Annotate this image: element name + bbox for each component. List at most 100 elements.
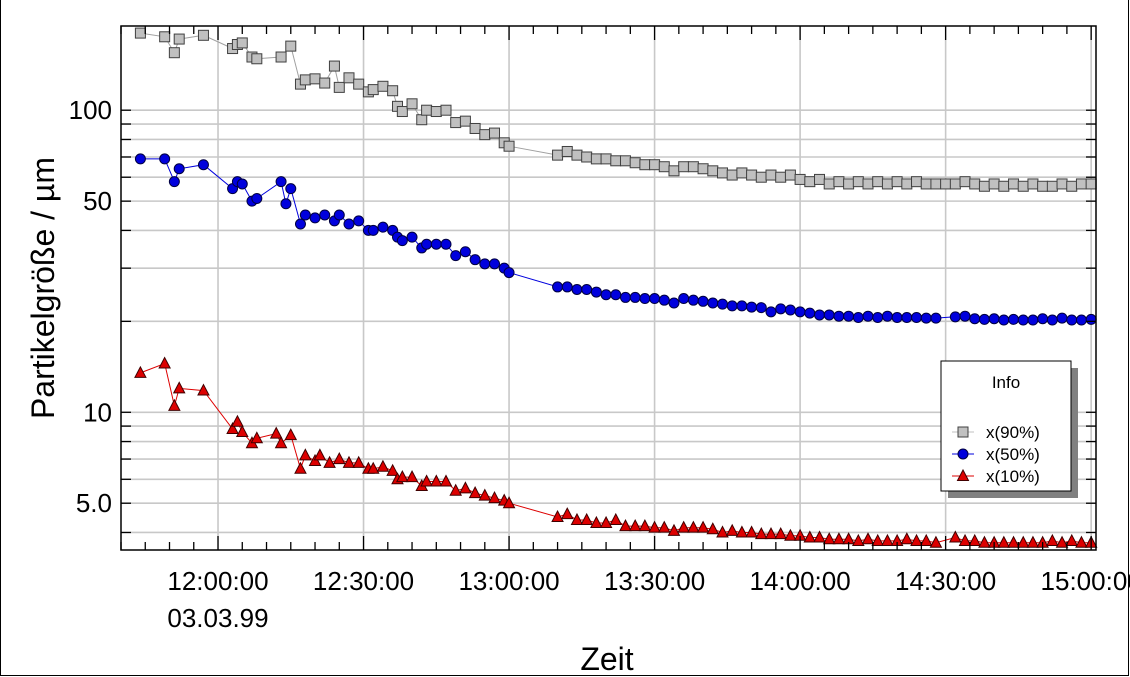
legend-label-2: x(10%) <box>986 467 1040 486</box>
data-point-circle-72 <box>872 311 884 323</box>
data-point-square-70 <box>862 178 874 190</box>
data-point-square-83 <box>988 178 1000 190</box>
legend-marker-2 <box>956 468 970 481</box>
data-point-circle-16 <box>319 209 331 221</box>
data-point-triangle-30 <box>429 474 443 487</box>
data-point-circle-52 <box>678 293 690 305</box>
data-point-triangle-48 <box>638 519 652 532</box>
data-point-triangle-33 <box>459 481 472 494</box>
data-point-square-78 <box>940 178 952 190</box>
data-point-square-18 <box>343 72 355 84</box>
data-point-triangle-11 <box>274 436 288 449</box>
data-point-square-39 <box>561 145 573 157</box>
data-point-square-92 <box>1075 178 1087 190</box>
data-point-square-38 <box>552 149 564 161</box>
data-point-circle-36 <box>489 258 501 270</box>
data-point-circle-31 <box>440 238 452 250</box>
data-point-circle-81 <box>969 313 981 325</box>
data-point-square-61 <box>775 171 787 183</box>
data-point-triangle-76 <box>910 533 923 546</box>
data-point-square-44 <box>610 155 622 167</box>
data-point-circle-89 <box>1046 314 1058 326</box>
data-point-triangle-90 <box>1055 535 1069 548</box>
data-point-circle-14 <box>299 209 311 221</box>
data-point-square-75 <box>911 176 923 188</box>
data-point-circle-62 <box>775 303 787 315</box>
data-point-circle-42 <box>581 283 593 295</box>
data-point-triangle-45 <box>609 512 623 525</box>
data-point-triangle-51 <box>667 523 681 536</box>
data-point-square-56 <box>726 169 738 181</box>
data-point-square-68 <box>843 178 855 190</box>
data-point-triangle-4 <box>197 383 210 396</box>
data-point-circle-63 <box>784 304 796 316</box>
data-point-square-34 <box>479 129 491 141</box>
data-point-circle-65 <box>804 307 816 319</box>
data-point-circle-56 <box>716 298 728 310</box>
data-point-triangle-22 <box>366 461 380 474</box>
data-point-square-11 <box>285 40 297 52</box>
data-point-square-67 <box>833 176 845 188</box>
data-point-triangle-36 <box>488 490 501 504</box>
y-tick-label-3: 5.0 <box>76 488 112 518</box>
data-point-square-23 <box>387 85 399 97</box>
data-point-square-4 <box>197 29 209 41</box>
plot-background <box>121 26 1096 550</box>
data-point-triangle-71 <box>861 532 875 545</box>
data-point-circle-88 <box>1037 313 1049 325</box>
data-point-circle-15 <box>309 212 321 224</box>
legend-title: Info <box>992 373 1020 392</box>
data-point-triangle-91 <box>1065 533 1079 546</box>
data-point-triangle-16 <box>313 448 327 461</box>
data-point-triangle-59 <box>745 525 758 538</box>
data-point-triangle-43 <box>590 515 603 528</box>
data-point-triangle-19 <box>342 455 356 468</box>
data-point-square-40 <box>571 149 583 161</box>
data-point-square-32 <box>459 115 471 127</box>
data-point-circle-23 <box>377 221 389 233</box>
data-point-circle-91 <box>1066 314 1078 326</box>
y-tick-label-2: 10 <box>83 397 112 427</box>
data-point-triangle-70 <box>851 533 865 546</box>
data-point-circle-45 <box>610 289 622 301</box>
data-point-triangle-47 <box>628 519 642 532</box>
data-point-circle-4 <box>197 159 209 171</box>
data-point-triangle-79 <box>949 530 962 543</box>
data-point-circle-3 <box>173 163 185 175</box>
data-point-square-45 <box>619 155 631 167</box>
data-point-square-53 <box>697 163 709 175</box>
data-point-circle-12 <box>285 183 297 195</box>
data-point-square-62 <box>784 169 796 181</box>
data-point-circle-82 <box>978 313 990 325</box>
data-point-circle-67 <box>823 309 835 321</box>
series-circle <box>134 153 1097 326</box>
data-point-circle-76 <box>911 311 923 323</box>
series-layer <box>134 27 1098 548</box>
data-point-circle-58 <box>736 300 748 312</box>
data-point-circle-39 <box>552 281 564 293</box>
data-point-triangle-60 <box>754 527 768 540</box>
data-point-circle-30 <box>430 238 442 250</box>
data-point-square-69 <box>852 176 864 188</box>
y-tick-label-0: 100 <box>69 95 112 125</box>
data-point-triangle-14 <box>299 448 312 461</box>
data-point-circle-48 <box>639 293 651 305</box>
x-axis-title: Zeit <box>580 641 633 677</box>
data-point-square-7 <box>236 37 248 49</box>
data-point-triangle-34 <box>468 486 482 499</box>
data-point-square-27 <box>416 114 428 126</box>
data-point-circle-47 <box>629 291 641 303</box>
data-point-triangle-87 <box>1026 535 1040 548</box>
data-point-triangle-32 <box>449 483 463 496</box>
data-point-circle-73 <box>881 310 893 322</box>
x-tick-sublabel-0: 03.03.99 <box>167 603 268 633</box>
data-point-square-60 <box>765 169 777 181</box>
legend-marker-0 <box>957 426 969 438</box>
data-point-circle-18 <box>333 209 345 221</box>
data-point-triangle-20 <box>352 455 366 468</box>
data-point-triangle-66 <box>813 530 826 543</box>
data-point-square-31 <box>450 117 462 129</box>
data-point-square-87 <box>1027 178 1039 190</box>
